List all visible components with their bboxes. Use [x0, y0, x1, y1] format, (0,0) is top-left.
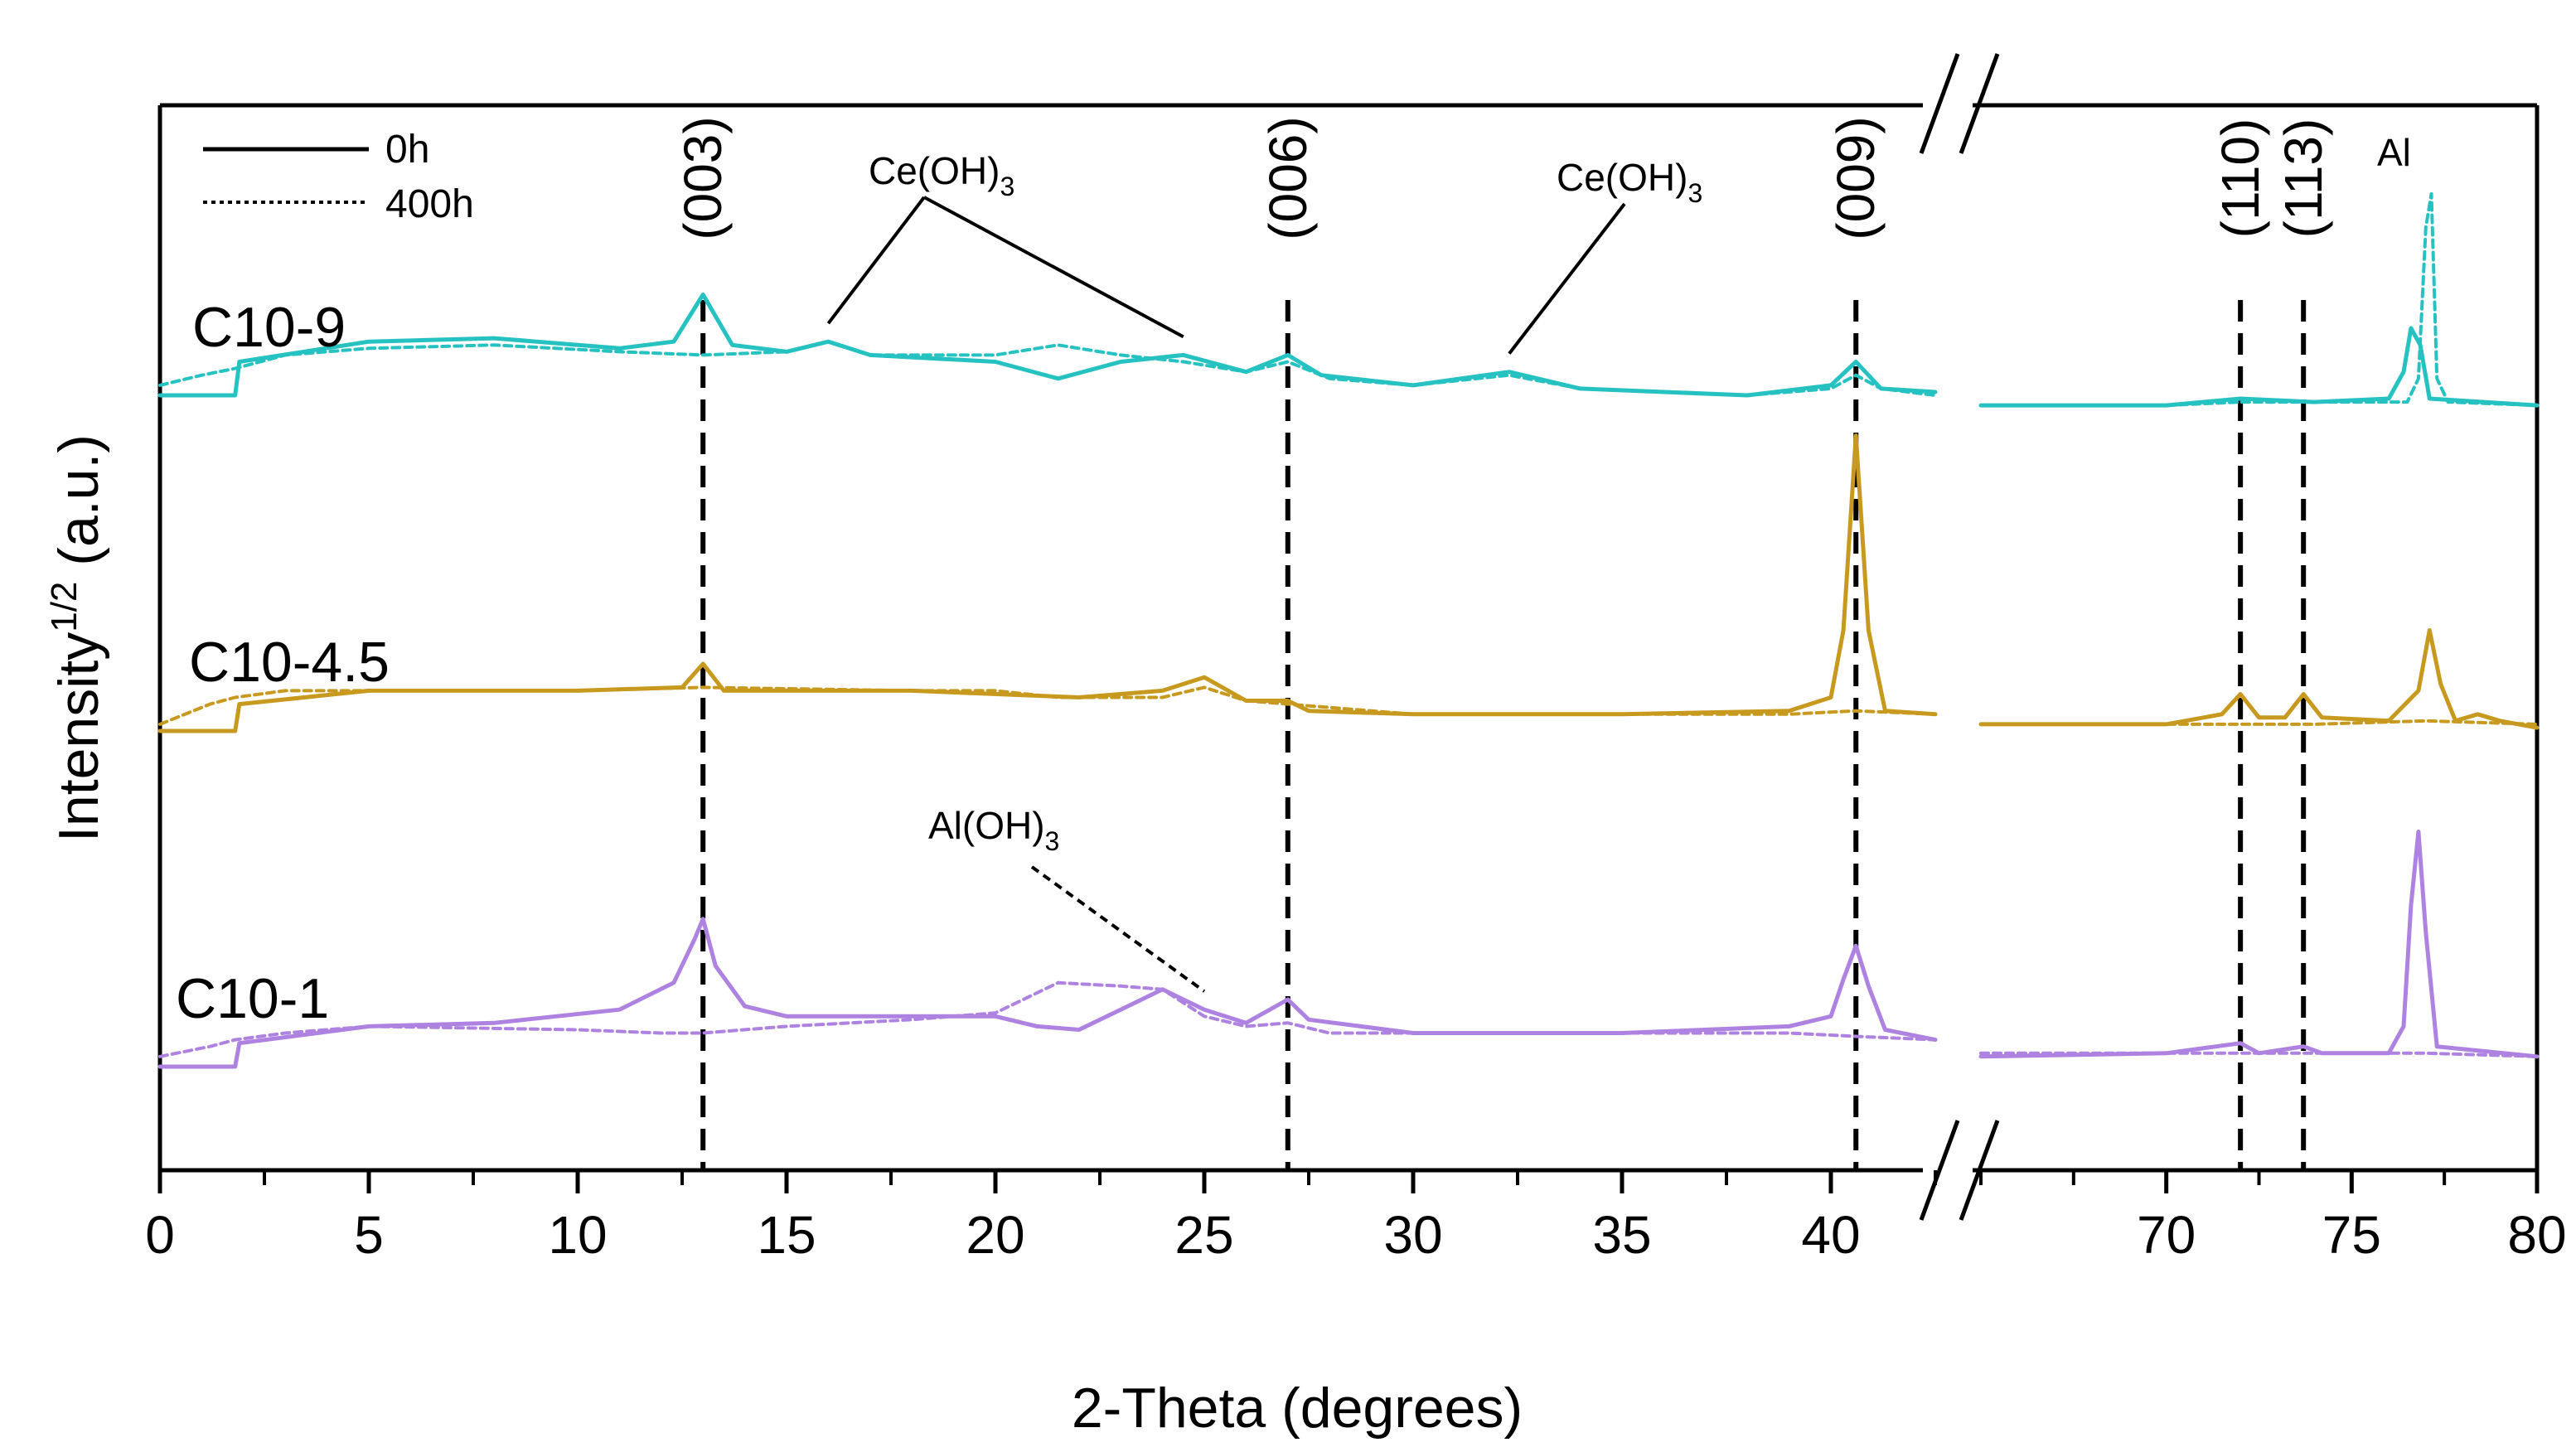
- series-c10-9-400h-part-1: [158, 340, 1937, 397]
- ref-label-009: (009): [1826, 116, 1886, 240]
- annotation-ceoh3-1: Ce(OH)3: [869, 149, 1014, 201]
- x-tick-label-10: 10: [548, 1205, 607, 1265]
- legend-label-0h: 0h: [385, 128, 429, 172]
- annotation-al: Al: [2377, 131, 2411, 174]
- x-ticks: 0 5 10 15 20 25 30 35 40 70 75 80: [145, 1170, 2567, 1265]
- x-tick-label-80: 80: [2507, 1205, 2566, 1265]
- sample-label-c10-9: C10-9: [192, 296, 346, 359]
- ref-label-006: (006): [1258, 116, 1318, 240]
- annotation-leader-3-1: [1030, 865, 1206, 993]
- ref-label-110: (110): [2210, 119, 2270, 239]
- annotation-ceoh3-2: Ce(OH)3: [1557, 156, 1702, 208]
- sample-label-c10-4-5: C10-4.5: [189, 631, 390, 694]
- x-tick-label-40: 40: [1801, 1205, 1860, 1265]
- series-c10-1-400h-part-1: [158, 980, 1937, 1058]
- series-c10-4-5-0h-part-2: [1978, 628, 2540, 730]
- sample-labels: C10-9 C10-4.5 C10-1: [176, 296, 390, 1030]
- annotation-aloh3: Al(OH)3: [928, 804, 1059, 856]
- x-tick-label-5: 5: [354, 1205, 384, 1265]
- ref-label-003: (003): [673, 116, 733, 240]
- legend: 0h 400h: [203, 128, 474, 226]
- series-c10-4-5-400h-part-2: [1979, 719, 2539, 726]
- series-c10-1-0h-part-2: [1978, 830, 2540, 1059]
- x-tick-label-0: 0: [145, 1205, 175, 1265]
- axis-break-marks: [1919, 53, 2000, 1221]
- x-tick-label-75: 75: [2322, 1205, 2381, 1265]
- series-c10-9-400h-part-2: [1979, 192, 2539, 408]
- x-tick-label-30: 30: [1383, 1205, 1442, 1265]
- legend-label-400h: 400h: [385, 182, 474, 226]
- break-mark-top-2: [1959, 53, 2000, 154]
- sample-label-c10-1: C10-1: [176, 967, 329, 1030]
- series-c10-9-0h-part-1: [157, 293, 1938, 398]
- x-axis-title: 2-Theta (degrees): [1072, 1377, 1523, 1440]
- break-mark-top-1: [1919, 53, 1960, 154]
- y-axis-title: Intensity1/2 (a.u.): [44, 434, 110, 842]
- annotation-leader-1-1: [826, 196, 926, 325]
- x-tick-label-20: 20: [966, 1205, 1024, 1265]
- x-tick-label-25: 25: [1174, 1205, 1233, 1265]
- series-c10-4-5-0h-part-1: [157, 433, 1938, 733]
- x-tick-label-15: 15: [757, 1205, 816, 1265]
- series-layer: [157, 192, 2540, 1069]
- annotation-labels: Ce(OH)3 Ce(OH)3 Al(OH)3 Al: [869, 131, 2411, 856]
- plot-frame: [157, 103, 2540, 1173]
- annotation-leader-1-2: [923, 196, 1184, 339]
- series-c10-9-0h-part-2: [1978, 326, 2540, 408]
- x-tick-label-35: 35: [1592, 1205, 1651, 1265]
- series-c10-1-400h-part-2: [1979, 1051, 2539, 1058]
- annotation-lines: [826, 196, 1626, 993]
- x-tick-label-70: 70: [2137, 1205, 2196, 1265]
- series-c10-1-0h-part-1: [157, 917, 1938, 1069]
- break-mark-bottom-1: [1919, 1120, 1960, 1221]
- reference-lines: (003) (006) (009) (110) (113): [673, 116, 2333, 1170]
- series-c10-4-5-400h-part-1: [158, 685, 1937, 726]
- annotation-leader-2-1: [1508, 202, 1626, 355]
- ref-label-113: (113): [2273, 119, 2333, 239]
